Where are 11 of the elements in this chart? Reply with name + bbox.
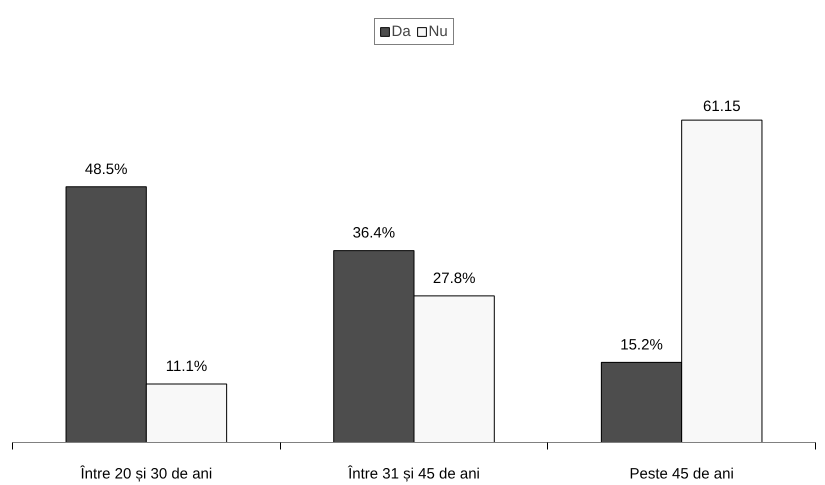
x-tick-label: Între 31 și 45 de ani (347, 464, 480, 482)
data-label: 27.8% (432, 270, 476, 287)
data-label: 36.4% (352, 224, 396, 242)
data-label: 48.5% (84, 160, 128, 178)
data-label: 11.1% (166, 358, 208, 375)
legend-label: Da (392, 23, 412, 40)
data-label: 61.15 (703, 98, 741, 116)
x-tick-label: Între 20 și 30 de ani (79, 464, 212, 482)
data-label: 15.2% (620, 336, 663, 354)
x-tick-label: Peste 45 de ani (630, 466, 734, 482)
legend-label: Nu (428, 23, 448, 40)
